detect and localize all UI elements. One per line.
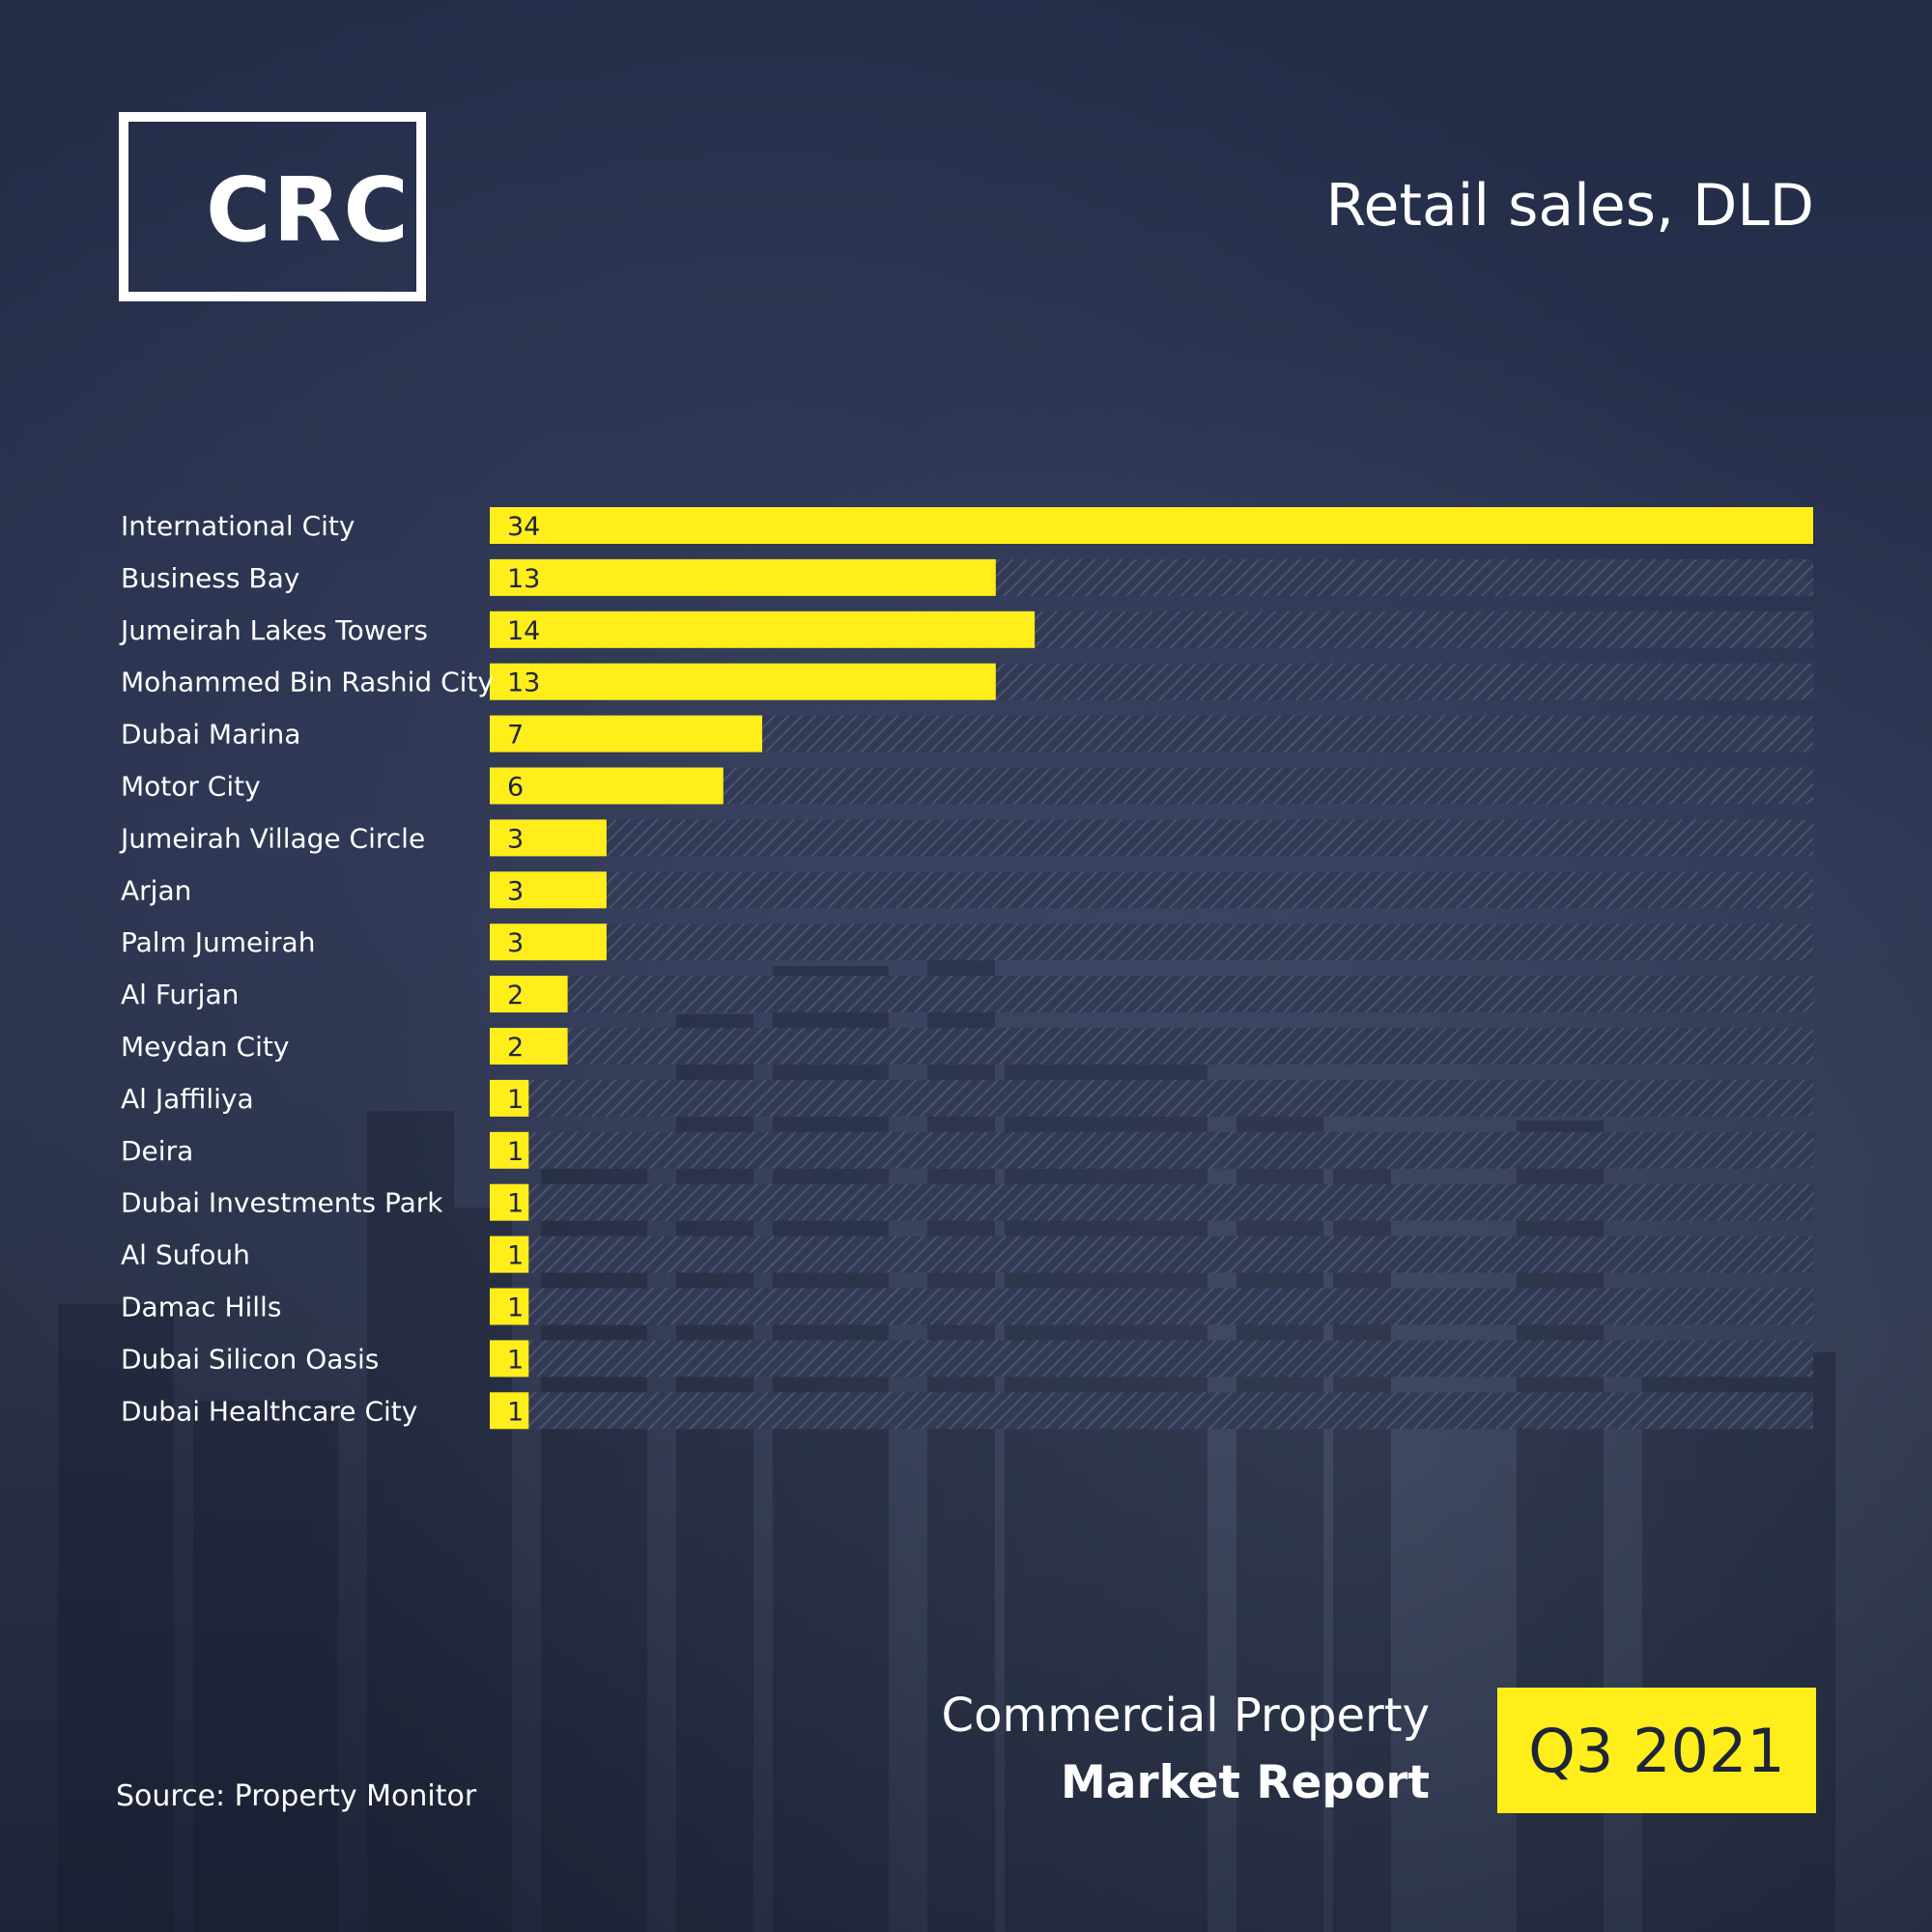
bar <box>490 715 763 753</box>
bar-track <box>490 1131 1813 1169</box>
value-label: 13 <box>507 668 540 698</box>
period-text: Q3 2021 <box>1528 1715 1785 1786</box>
crc-logo: CRC <box>119 112 426 301</box>
value-label: 6 <box>507 773 524 803</box>
bar <box>490 871 607 909</box>
category-label: Dubai Marina <box>121 719 300 751</box>
value-label: 3 <box>507 876 524 906</box>
bar-track <box>490 1392 1813 1430</box>
value-label: 2 <box>507 1033 524 1063</box>
bar <box>490 1340 529 1378</box>
bar-track <box>490 976 1813 1013</box>
bar <box>490 611 1036 648</box>
bar-track <box>490 1236 1813 1273</box>
category-label: Dubai Healthcare City <box>121 1395 417 1427</box>
source-note: Source: Property Monitor <box>116 1779 477 1813</box>
bar <box>490 1079 529 1117</box>
value-label: 3 <box>507 824 524 854</box>
value-label: 1 <box>507 1189 524 1219</box>
value-label: 3 <box>507 928 524 958</box>
bar <box>490 1028 568 1065</box>
report-title-line2: Market Report <box>1060 1756 1430 1809</box>
value-label: 1 <box>507 1293 524 1323</box>
bar-track <box>490 923 1813 961</box>
bar-track <box>490 1340 1813 1378</box>
bar <box>490 1131 529 1169</box>
value-label: 1 <box>507 1397 524 1427</box>
bar-track <box>490 1288 1813 1325</box>
category-label: Meydan City <box>121 1031 289 1063</box>
category-label: Business Bay <box>121 562 299 594</box>
value-label: 1 <box>507 1137 524 1167</box>
bar-track <box>490 1183 1813 1221</box>
category-label: Dubai Silicon Oasis <box>121 1343 379 1375</box>
value-label: 1 <box>507 1345 524 1375</box>
value-label: 1 <box>507 1241 524 1271</box>
category-label: Jumeirah Village Circle <box>119 822 425 854</box>
value-label: 7 <box>507 721 524 751</box>
chart-title: Retail sales, DLD <box>1325 172 1814 240</box>
category-label: Palm Jumeirah <box>121 926 315 958</box>
category-label: Al Furjan <box>121 979 239 1010</box>
category-label: Al Sufouh <box>121 1239 250 1271</box>
category-label: Damac Hills <box>121 1292 281 1323</box>
value-label: 34 <box>507 512 540 542</box>
bar-track <box>490 1079 1813 1117</box>
bar <box>490 1183 529 1221</box>
report-title-line1: Commercial Property <box>941 1689 1430 1743</box>
bar <box>490 663 996 700</box>
value-label: 14 <box>507 616 540 646</box>
bar-track <box>490 1028 1813 1065</box>
logo-text: CRC <box>206 158 411 262</box>
category-label: Al Jaffiliya <box>121 1083 254 1115</box>
value-label: 2 <box>507 980 524 1010</box>
category-label: Jumeirah Lakes Towers <box>119 614 428 646</box>
bar-track <box>490 819 1813 857</box>
bar-track <box>490 871 1813 909</box>
category-label: International City <box>121 510 355 542</box>
category-label: Mohammed Bin Rashid City <box>121 667 494 698</box>
category-label: Arjan <box>121 874 191 906</box>
period-badge: Q3 2021 <box>1497 1688 1816 1813</box>
bar <box>490 819 607 857</box>
bar <box>490 923 607 961</box>
bar <box>490 767 724 805</box>
bar <box>490 558 996 596</box>
value-label: 13 <box>507 564 540 594</box>
category-label: Motor City <box>121 771 261 803</box>
value-label: 1 <box>507 1085 524 1115</box>
bar <box>490 1288 529 1325</box>
category-label: Deira <box>121 1135 193 1167</box>
category-label: Dubai Investments Park <box>121 1187 443 1219</box>
bar <box>490 1392 529 1430</box>
bar <box>490 976 568 1013</box>
bar <box>490 1236 529 1273</box>
bar <box>490 507 1813 544</box>
